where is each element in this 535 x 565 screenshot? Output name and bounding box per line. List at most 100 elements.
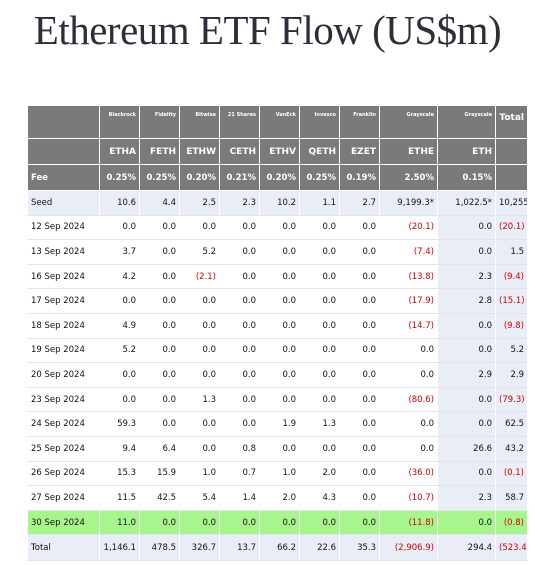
row-date-label: 20 Sep 2024 [27, 362, 100, 388]
flow-value: 2.0 [259, 485, 300, 511]
flow-value: 0.0 [179, 214, 220, 241]
row-date-label: 16 Sep 2024 [27, 263, 100, 290]
flow-value: 0.0 [139, 386, 180, 413]
flow-value: 0.0 [339, 288, 380, 314]
flow-value: (10.7) [379, 485, 438, 511]
flow-value: 0.0 [139, 337, 180, 364]
flow-value: (14.7) [379, 312, 438, 339]
flow-value: 0.0 [219, 337, 260, 364]
flow-value: 0.0 [219, 239, 260, 265]
flow-value: 478.5 [139, 534, 180, 562]
flow-value: 0.0 [179, 337, 220, 364]
flow-value: 10.2 [259, 190, 300, 216]
flow-value: 22.6 [299, 534, 340, 562]
row-total-value: (0.8) [495, 509, 528, 536]
issuer-header: VanEck [259, 105, 300, 139]
flow-value: 0.0 [379, 337, 438, 364]
flow-value: 0.0 [259, 263, 300, 290]
flow-value: 0.0 [339, 312, 380, 339]
flow-value: 0.0 [299, 239, 340, 265]
fee-value: 0.20% [259, 164, 300, 191]
flow-value: 0.0 [437, 239, 496, 265]
flow-value: 0.0 [437, 214, 496, 241]
flow-value: 0.0 [179, 435, 220, 462]
table-row: 23 Sep 2024 0.0 0.0 1.3 0.0 0.0 0.0 0.0 (80.6) 0.… [27, 386, 528, 413]
page-title: Ethereum ETF Flow (US$m) [33, 7, 502, 53]
flow-value: 1.3 [179, 386, 220, 413]
flow-value: 1.0 [179, 460, 220, 487]
flow-value: 0.0 [139, 263, 180, 290]
flow-value: 66.2 [259, 534, 300, 562]
row-date-label: 19 Sep 2024 [27, 337, 100, 364]
flow-value: 5.4 [179, 485, 220, 511]
row-date-label: 23 Sep 2024 [27, 386, 100, 413]
flow-value: 0.0 [299, 263, 340, 290]
flow-value: 0.0 [219, 362, 260, 388]
flow-value: 2.9 [437, 362, 496, 388]
ticker-header: ETHV [259, 138, 300, 165]
table-row: 19 Sep 2024 5.2 0.0 0.0 0.0 0.0 0.0 0.0 0.0 0.0 5.… [27, 337, 528, 364]
table-row: 12 Sep 2024 0.0 0.0 0.0 0.0 0.0 0.0 0.0 (20.1) 0.… [27, 214, 528, 241]
flow-value: 0.0 [139, 214, 180, 241]
ticker-header: ETHE [379, 138, 438, 165]
fee-value: 0.20% [179, 164, 220, 191]
fee-value: 0.15% [437, 164, 496, 191]
flow-value: 10.6 [99, 190, 140, 216]
flow-value: 9.4 [99, 435, 140, 462]
table-row: 13 Sep 2024 3.7 0.0 5.2 0.0 0.0 0.0 0.0 (7.4) 0.0… [27, 239, 528, 265]
fee-label: Fee [27, 164, 100, 191]
fee-row: Fee 0.25% 0.25% 0.20% 0.21% 0.20% 0.25% 0.19% 2.… [27, 164, 528, 191]
flow-value: 0.0 [437, 386, 496, 413]
flow-value: 0.0 [259, 239, 300, 265]
flow-value: 0.0 [437, 312, 496, 339]
flow-value: 4.2 [99, 263, 140, 290]
flow-value: 0.0 [259, 362, 300, 388]
flow-value: 0.0 [379, 411, 438, 437]
table-row: 26 Sep 2024 15.3 15.9 1.0 0.7 1.0 2.0 0.0 (36.0)… [27, 460, 528, 487]
flow-value: 15.9 [139, 460, 180, 487]
flow-value: 2.0 [299, 460, 340, 487]
ticker-header: QETH [299, 138, 340, 165]
flow-value: 0.0 [339, 214, 380, 241]
issuer-header-row: Blackrock Fidelity Bitwise 21 Shares VanEck I… [27, 105, 528, 139]
flow-value: 0.0 [179, 411, 220, 437]
issuer-header: Grayscale [437, 105, 496, 139]
flow-value: 0.0 [299, 386, 340, 413]
flow-value: 13.7 [219, 534, 260, 562]
issuer-header: Blackrock [99, 105, 140, 139]
flow-value: 0.8 [219, 435, 260, 462]
flow-value: 0.0 [299, 288, 340, 314]
fee-value: 0.25% [139, 164, 180, 191]
row-total-value: (0.1) [495, 460, 528, 487]
flow-value: 0.0 [259, 312, 300, 339]
ticker-header-row: ETHA FETH ETHW CETH ETHV QETH EZET ETHE ETH [27, 138, 528, 165]
flow-value: 294.4 [437, 534, 496, 562]
row-date-label: 13 Sep 2024 [27, 239, 100, 265]
flow-value: 1.0 [259, 460, 300, 487]
flow-value: 0.0 [379, 362, 438, 388]
row-date-label: 17 Sep 2024 [27, 288, 100, 314]
row-date-label: Total [27, 534, 100, 562]
flow-value: 0.0 [179, 509, 220, 536]
row-total-value: 43.2 [495, 435, 528, 462]
flow-value: (17.9) [379, 288, 438, 314]
flow-value: 0.0 [339, 337, 380, 364]
flow-value: 0.0 [219, 288, 260, 314]
flow-value: 1,022.5* [437, 190, 496, 216]
flow-value: 5.2 [179, 239, 220, 265]
table-row: 16 Sep 2024 4.2 0.0 (2.1) 0.0 0.0 0.0 0.0 (13.8)… [27, 263, 528, 290]
flow-value: 0.0 [339, 239, 380, 265]
issuer-header: Invesco [299, 105, 340, 139]
flow-value: 0.0 [219, 411, 260, 437]
row-total-value: 2.9 [495, 362, 528, 388]
flow-value: 0.0 [139, 239, 180, 265]
flow-value: 0.0 [299, 337, 340, 364]
total-row: Total 1,146.1 478.5 326.7 13.7 66.2 22.6 35.3 (2… [27, 534, 528, 562]
flow-value: 0.0 [259, 386, 300, 413]
flow-value: 0.0 [299, 214, 340, 241]
flow-value: 0.0 [139, 362, 180, 388]
row-total-value: 62.5 [495, 411, 528, 437]
flow-value: 0.0 [139, 509, 180, 536]
row-total-value: 10,255 [495, 190, 528, 216]
flow-value: (2,906.9) [379, 534, 438, 562]
